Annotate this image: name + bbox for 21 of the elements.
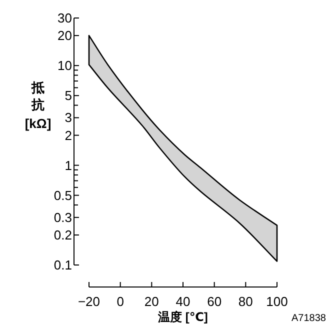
x-tick-label: 60 <box>207 294 222 309</box>
x-tick-label: −20 <box>78 294 100 309</box>
x-tick-label: 0 <box>116 294 124 309</box>
y-tick-label: 1 <box>64 158 72 173</box>
y-tick-label: 30 <box>58 10 72 26</box>
y-tick-label: 3 <box>64 110 72 126</box>
y-tick-label: 0.5 <box>54 188 72 203</box>
x-tick-label: 20 <box>144 294 159 309</box>
y-axis-title: 抵抗 [kΩ] <box>24 80 52 131</box>
x-axis-title: 温度 [℃] <box>157 310 208 324</box>
y-tick-label: 0.3 <box>54 210 72 225</box>
y-tick-label: 0.2 <box>54 227 72 242</box>
x-tick-label: 80 <box>238 294 253 309</box>
x-tick-label: 100 <box>266 294 288 309</box>
y-tick-label: 5 <box>64 88 72 104</box>
y-tick-label: 10 <box>58 58 72 74</box>
y-tick-label: 20 <box>58 28 72 44</box>
y-tick-label: 0.1 <box>54 258 72 272</box>
x-tick-label: 40 <box>176 294 190 309</box>
text: A71838 <box>292 313 326 324</box>
y-tick-label: 2 <box>64 128 72 143</box>
